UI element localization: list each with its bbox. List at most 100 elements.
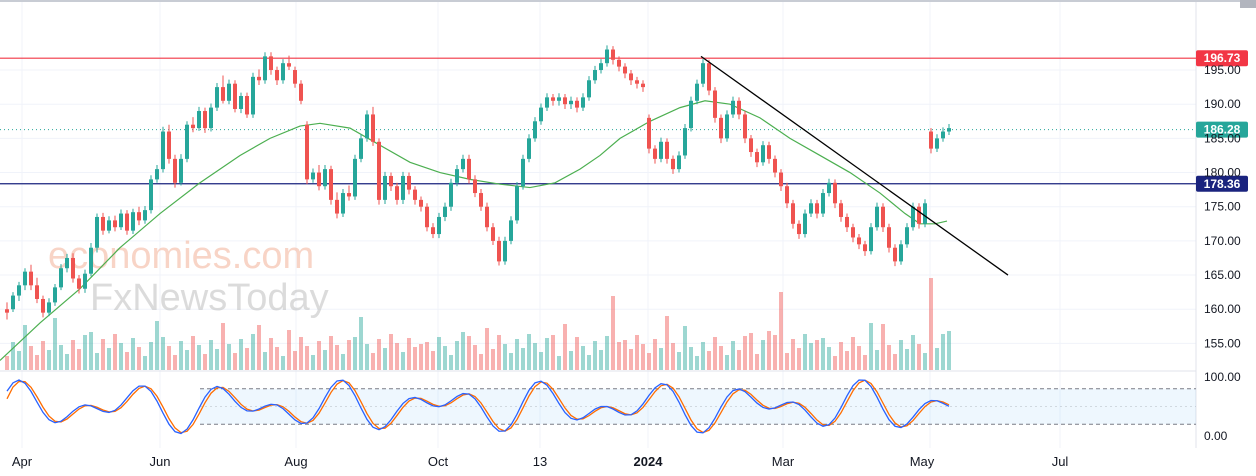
volume-bar	[731, 341, 735, 370]
candle-body	[941, 131, 945, 139]
stoch-k-line	[6, 379, 950, 435]
volume-bar	[689, 347, 693, 370]
candle-body	[41, 298, 45, 313]
volume-bar	[413, 347, 417, 370]
candle-body	[377, 141, 381, 200]
volume-bar	[419, 344, 423, 370]
candle-body	[389, 175, 393, 187]
candle-body	[653, 148, 657, 159]
volume-bar	[467, 336, 471, 370]
price-tick-label: 170.00	[1204, 234, 1241, 248]
trendline[interactable]	[700, 55, 1009, 276]
candle-body	[611, 49, 615, 60]
candle-body	[617, 59, 621, 67]
volume-bar	[29, 346, 33, 370]
price-tick-label: 195.00	[1204, 63, 1241, 77]
candle-body	[119, 213, 123, 228]
volume-bar	[221, 323, 225, 370]
volume-bar	[227, 344, 231, 370]
candle-body	[299, 83, 303, 101]
candle-body	[365, 114, 369, 139]
time-axis[interactable]: Apr Jun Aug Oct 13 2024 Mar May Jul	[12, 454, 1069, 469]
volume-bar	[287, 330, 291, 370]
candlesticks[interactable]	[5, 45, 951, 320]
volume-bar	[77, 349, 81, 370]
volume-bar	[455, 341, 459, 370]
volume-bar	[893, 354, 897, 370]
price-tick-label: 185.00	[1204, 131, 1241, 145]
candle-body	[53, 287, 57, 303]
candle-body	[383, 175, 387, 200]
volume-bar	[101, 339, 105, 370]
candle-body	[305, 124, 309, 180]
volume-bar	[167, 346, 171, 370]
volume-bar	[833, 356, 837, 370]
candle-body	[203, 111, 207, 129]
candle-body	[833, 182, 837, 204]
volume-bar	[41, 341, 45, 370]
volume-bar	[299, 337, 303, 370]
candle-body	[461, 158, 465, 170]
candle-body	[707, 63, 711, 91]
volume-bar	[23, 325, 27, 370]
volume-bar	[431, 351, 435, 370]
volume-bar	[527, 334, 531, 370]
candle-body	[569, 100, 573, 105]
candle-body	[743, 114, 747, 139]
volume-bar	[695, 356, 699, 370]
volume-bar	[947, 331, 951, 370]
volume-bar	[389, 334, 393, 370]
candle-body	[257, 76, 261, 81]
candle-body	[173, 158, 177, 183]
candle-body	[167, 131, 171, 159]
volume-bar	[137, 347, 141, 370]
volume-bar	[629, 349, 633, 370]
candle-body	[125, 213, 129, 231]
volume-bar	[725, 355, 729, 370]
candle-body	[923, 203, 927, 224]
candle-body	[287, 63, 291, 67]
volume-bar	[371, 353, 375, 370]
volume-bar	[641, 344, 645, 370]
volume-bar	[551, 335, 555, 370]
candle-body	[131, 212, 135, 231]
candle-body	[11, 295, 15, 310]
candle-body	[869, 227, 873, 252]
price-axis[interactable]: 155.00 160.00 165.00 170.00 175.00 180.00 185.…	[1204, 63, 1241, 350]
candle-body	[557, 97, 561, 101]
panel-handle[interactable]	[1240, 0, 1256, 8]
candle-body	[533, 121, 537, 139]
candle-body	[83, 273, 87, 289]
candle-body	[455, 169, 459, 183]
volume-bar	[539, 352, 543, 370]
candle-body	[107, 220, 111, 231]
volume-bar	[305, 346, 309, 370]
volume-bar	[533, 343, 537, 370]
candle-body	[749, 138, 753, 153]
volume-bar	[5, 356, 9, 370]
candle-body	[275, 70, 279, 81]
candle-body	[185, 124, 189, 159]
moving-average[interactable]	[0, 100, 948, 361]
candle-body	[359, 138, 363, 159]
volume-bar	[773, 335, 777, 370]
volume-bar	[737, 350, 741, 370]
volume-bar	[143, 356, 147, 370]
volume-bar	[503, 344, 507, 370]
candle-body	[905, 227, 909, 245]
candle-body	[155, 169, 159, 180]
candle-body	[323, 169, 327, 187]
volume-bar	[797, 348, 801, 370]
volume-bar	[701, 342, 705, 370]
candle-body	[857, 237, 861, 245]
volume-bar	[845, 351, 849, 370]
time-tick-label: 2024	[634, 454, 664, 469]
level-label: 186.28	[1204, 123, 1241, 137]
candle-body	[17, 285, 21, 296]
volume-bar	[791, 339, 795, 370]
candle-body	[293, 70, 297, 84]
candle-body	[35, 285, 39, 299]
candle-body	[911, 206, 915, 228]
stochastic-pane[interactable]: 100.00 0.00	[6, 370, 1241, 443]
